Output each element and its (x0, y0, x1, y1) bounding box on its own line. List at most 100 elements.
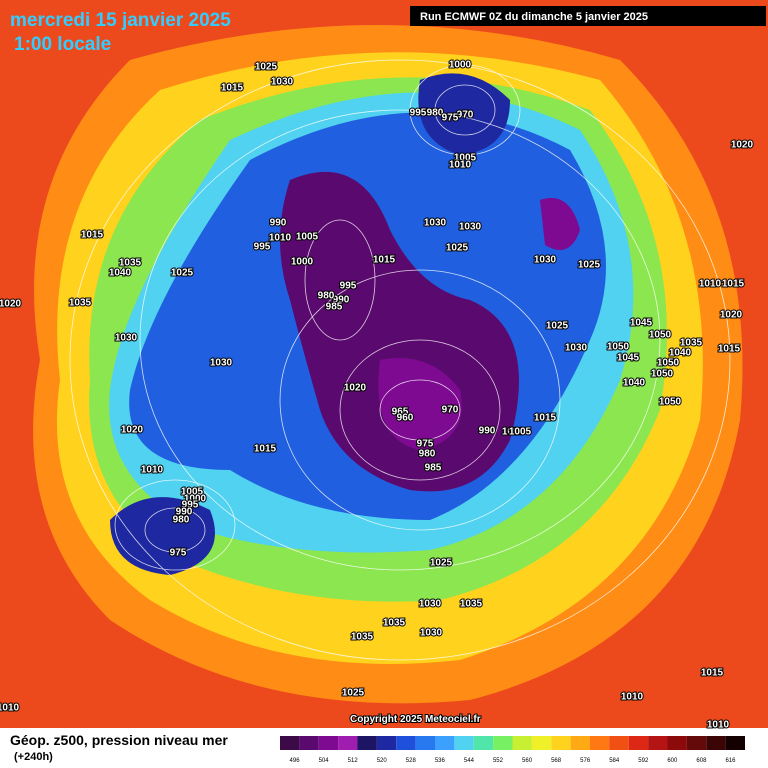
isobar-label: 1050 (659, 397, 682, 408)
isobar-label: 990 (176, 507, 193, 518)
legend-swatch (493, 736, 513, 750)
legend-swatch (396, 736, 416, 750)
isobar-label: 1005 (296, 232, 319, 243)
isobar-label: 1010 (707, 720, 730, 731)
isobar-label: 1050 (607, 342, 630, 353)
isobar-label: 980 (318, 291, 335, 302)
isobar-label: 1035 (351, 632, 374, 643)
legend-swatch (531, 736, 552, 750)
isobar-label: 995 (410, 108, 427, 119)
isobar-label: 1015 (254, 444, 277, 455)
isobar-label: 1030 (419, 599, 442, 610)
run-text: Run ECMWF 0Z du dimanche 5 janvier 2025 (420, 11, 648, 23)
isobar-label: 1035 (680, 338, 703, 349)
isobar-label: 990 (479, 426, 496, 437)
isobar-label: 1010 (699, 279, 722, 290)
isobar-label: 1040 (623, 378, 646, 389)
legend-tick-label: 504 (319, 758, 330, 764)
caption: Géop. z500, pression niveau mer (10, 732, 228, 748)
legend-swatch (590, 736, 610, 750)
title: mercredi 15 janvier 2025 (10, 10, 231, 31)
isobar-label: 1010 (0, 703, 20, 714)
isobar-label: 1030 (210, 358, 233, 369)
legend-swatch (318, 736, 339, 750)
legend-swatch (473, 736, 494, 750)
isobar-label: 1050 (649, 330, 672, 341)
isobar-label: 1015 (718, 344, 741, 355)
isobar-label: 975 (442, 113, 459, 124)
isobar-label: 970 (442, 405, 459, 416)
legend-tick-label: 512 (348, 758, 359, 764)
isobar-label: 980 (427, 108, 444, 119)
legend-tick-label: 592 (638, 758, 649, 764)
isobar-label: 995 (182, 500, 199, 511)
legend-tick-label: 568 (551, 758, 562, 764)
isobar-label: 1025 (255, 62, 278, 73)
isobar-label: 1030 (565, 343, 588, 354)
isobar-label: 1015 (534, 413, 557, 424)
isobar-label: 1035 (460, 599, 483, 610)
isobar-label: 975 (417, 439, 434, 450)
legend-tick-label: 600 (667, 758, 678, 764)
low-south (110, 497, 215, 575)
legend-tick-label: 608 (696, 758, 707, 764)
isobar-label: 1045 (630, 318, 653, 329)
isobar-label: 970 (457, 110, 474, 121)
isobar-label: 1045 (617, 353, 640, 364)
copyright: Copyright 2025 Meteociel.fr (350, 714, 481, 725)
legend-swatch (376, 736, 397, 750)
legend-swatch (609, 736, 629, 750)
legend-tick-label: 520 (377, 758, 388, 764)
isobar-label: 1020 (731, 140, 754, 151)
legend-swatch (280, 736, 300, 750)
isobar-label: 1000 (291, 257, 314, 268)
legend-tick-label: 536 (435, 758, 446, 764)
legend-swatch (299, 736, 319, 750)
isobar-label: 985 (326, 302, 343, 313)
isobar-label: 1010 (449, 160, 472, 171)
legend-swatch (415, 736, 435, 750)
isobar-label: 965 (392, 407, 409, 418)
legend-swatch (725, 736, 745, 750)
isobar-label: 1015 (701, 668, 724, 679)
isobar-label: 1025 (546, 321, 569, 332)
color-legend: 496 504 512 520 528 536 544 552 560 568 576 584 592 6… (280, 736, 745, 764)
legend-swatch (686, 736, 707, 750)
isobar-label: 1020 (121, 425, 144, 436)
isobar-label: 1010 (269, 233, 292, 244)
isobar-label: 1030 (420, 628, 443, 639)
legend-tick-label: 576 (580, 758, 591, 764)
isobar-label: 980 (419, 449, 436, 460)
isobar-label: 1040 (109, 268, 132, 279)
isobar-label: 1005 (454, 153, 477, 164)
isobar-label: 975 (170, 548, 187, 559)
legend-tick-label: 584 (609, 758, 620, 764)
isobar-label: 1050 (657, 358, 680, 369)
legend-swatch (338, 736, 358, 750)
legend-tick-label: 544 (464, 758, 475, 764)
isobar-label: 1000 (449, 60, 472, 71)
isobar-label: 1020 (344, 383, 367, 394)
legend-swatch (667, 736, 687, 750)
isobar-label: 995 (340, 281, 357, 292)
isobar-label: 1015 (81, 230, 104, 241)
legend-tick-label: 616 (725, 758, 736, 764)
isobar-label: 1030 (534, 255, 557, 266)
legend-swatch (512, 736, 532, 750)
low-east (540, 198, 580, 250)
isobar-label: 1010 (502, 427, 525, 438)
isobar-label: 1030 (424, 218, 447, 229)
isobar-label: 1025 (430, 558, 453, 569)
isobar-label: 1040 (669, 348, 692, 359)
legend-tick-label: 496 (290, 758, 301, 764)
legend-swatch (628, 736, 649, 750)
subtitle: 1:00 locale (14, 34, 111, 55)
low-north (418, 73, 510, 155)
isobar-label: 990 (270, 218, 287, 229)
legend-swatch (435, 736, 455, 750)
legend-swatch (551, 736, 571, 750)
isobar-label: 1030 (459, 222, 482, 233)
